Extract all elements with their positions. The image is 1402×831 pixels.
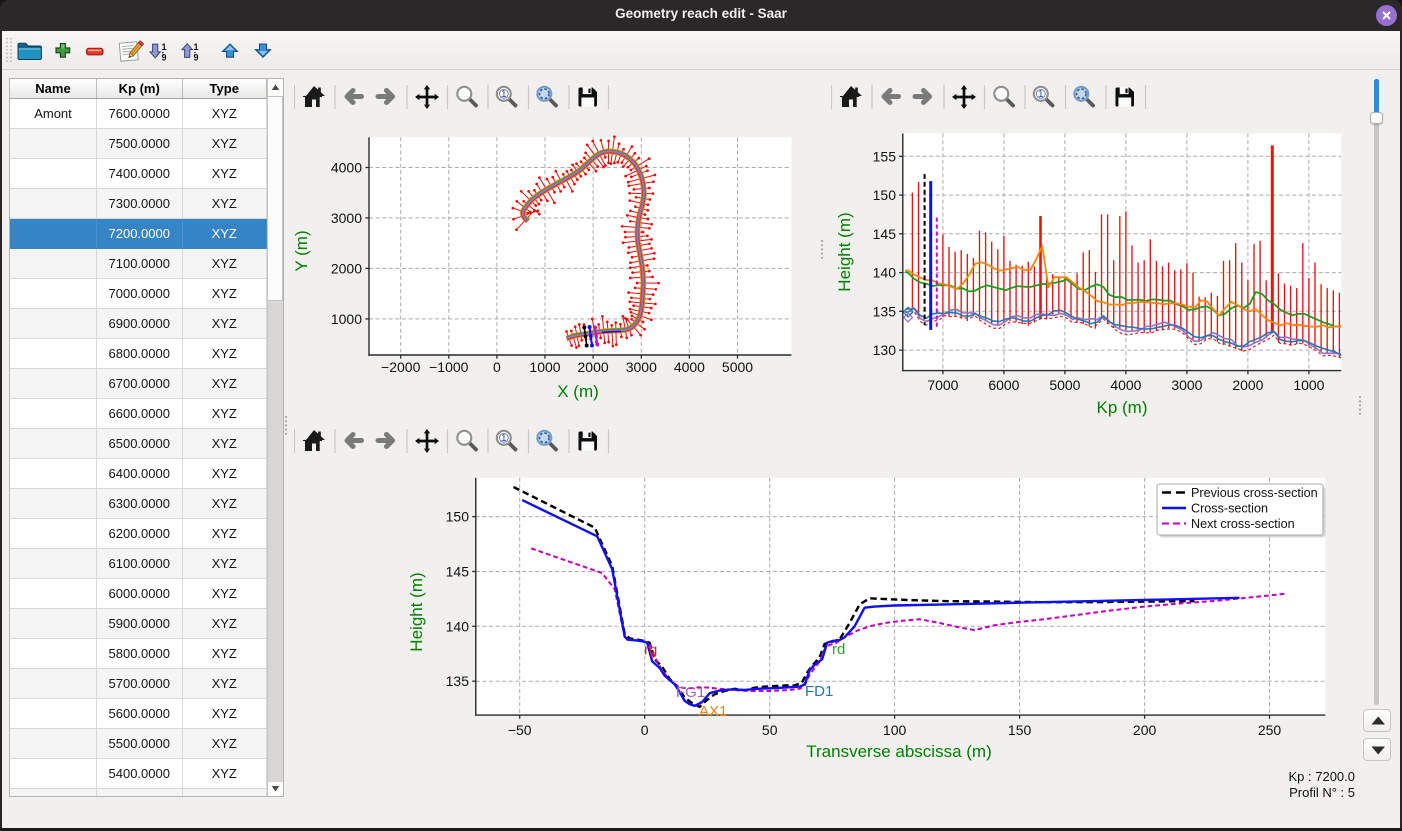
svg-text:150: 150	[873, 187, 897, 203]
svg-text:200: 200	[1133, 722, 1157, 738]
svg-text:Previous cross-section: Previous cross-section	[1191, 486, 1318, 500]
svg-text:9: 9	[194, 52, 199, 62]
svg-text:250: 250	[1258, 722, 1282, 738]
svg-text:1: 1	[1038, 89, 1044, 100]
svg-text:Y (m): Y (m)	[292, 230, 311, 271]
svg-text:1: 1	[194, 42, 199, 52]
svg-text:145: 145	[873, 226, 897, 242]
svg-text:Kp (m): Kp (m)	[1097, 398, 1148, 417]
svg-text:135: 135	[446, 673, 470, 689]
svg-text:Height (m): Height (m)	[407, 572, 426, 651]
svg-text:AX1: AX1	[699, 703, 727, 720]
svg-text:4000: 4000	[331, 160, 362, 176]
svg-text:1: 1	[501, 89, 507, 100]
svg-text:2000: 2000	[331, 260, 362, 276]
svg-text:2000: 2000	[578, 359, 609, 375]
svg-text:150: 150	[1008, 722, 1032, 738]
svg-text:FG1: FG1	[676, 684, 705, 701]
svg-text:−50: −50	[508, 722, 532, 738]
svg-text:FD1: FD1	[805, 683, 833, 700]
svg-text:rg: rg	[644, 642, 657, 659]
svg-text:5000: 5000	[722, 359, 753, 375]
svg-text:50: 50	[762, 722, 778, 738]
svg-text:140: 140	[873, 265, 897, 281]
svg-text:1000: 1000	[1293, 377, 1324, 393]
svg-text:9: 9	[162, 52, 167, 62]
svg-text:−1000: −1000	[429, 359, 469, 375]
svg-text:150: 150	[446, 509, 470, 525]
svg-text:140: 140	[446, 618, 470, 634]
svg-text:1000: 1000	[529, 359, 560, 375]
svg-text:5000: 5000	[1049, 377, 1080, 393]
svg-text:0: 0	[641, 722, 649, 738]
svg-text:1000: 1000	[331, 311, 362, 327]
svg-text:Height (m): Height (m)	[835, 212, 854, 291]
svg-text:Cross-section: Cross-section	[1191, 502, 1268, 516]
svg-text:1: 1	[162, 42, 167, 52]
svg-text:100: 100	[883, 722, 907, 738]
svg-text:3000: 3000	[1171, 377, 1202, 393]
svg-text:Next cross-section: Next cross-section	[1191, 517, 1295, 531]
svg-text:130: 130	[873, 342, 897, 358]
svg-text:X (m): X (m)	[557, 382, 599, 401]
svg-text:2000: 2000	[1232, 377, 1263, 393]
svg-text:7000: 7000	[927, 377, 958, 393]
svg-text:Transverse abscissa (m): Transverse abscissa (m)	[806, 742, 991, 761]
svg-text:3000: 3000	[331, 210, 362, 226]
svg-text:3000: 3000	[626, 359, 657, 375]
svg-text:1: 1	[501, 433, 507, 444]
svg-text:135: 135	[873, 303, 897, 319]
svg-text:155: 155	[873, 148, 897, 164]
svg-text:145: 145	[446, 564, 470, 580]
svg-text:0: 0	[493, 359, 501, 375]
svg-text:6000: 6000	[988, 377, 1019, 393]
svg-text:−2000: −2000	[381, 359, 421, 375]
svg-text:4000: 4000	[1110, 377, 1141, 393]
svg-text:rd: rd	[832, 641, 845, 658]
svg-text:4000: 4000	[674, 359, 705, 375]
